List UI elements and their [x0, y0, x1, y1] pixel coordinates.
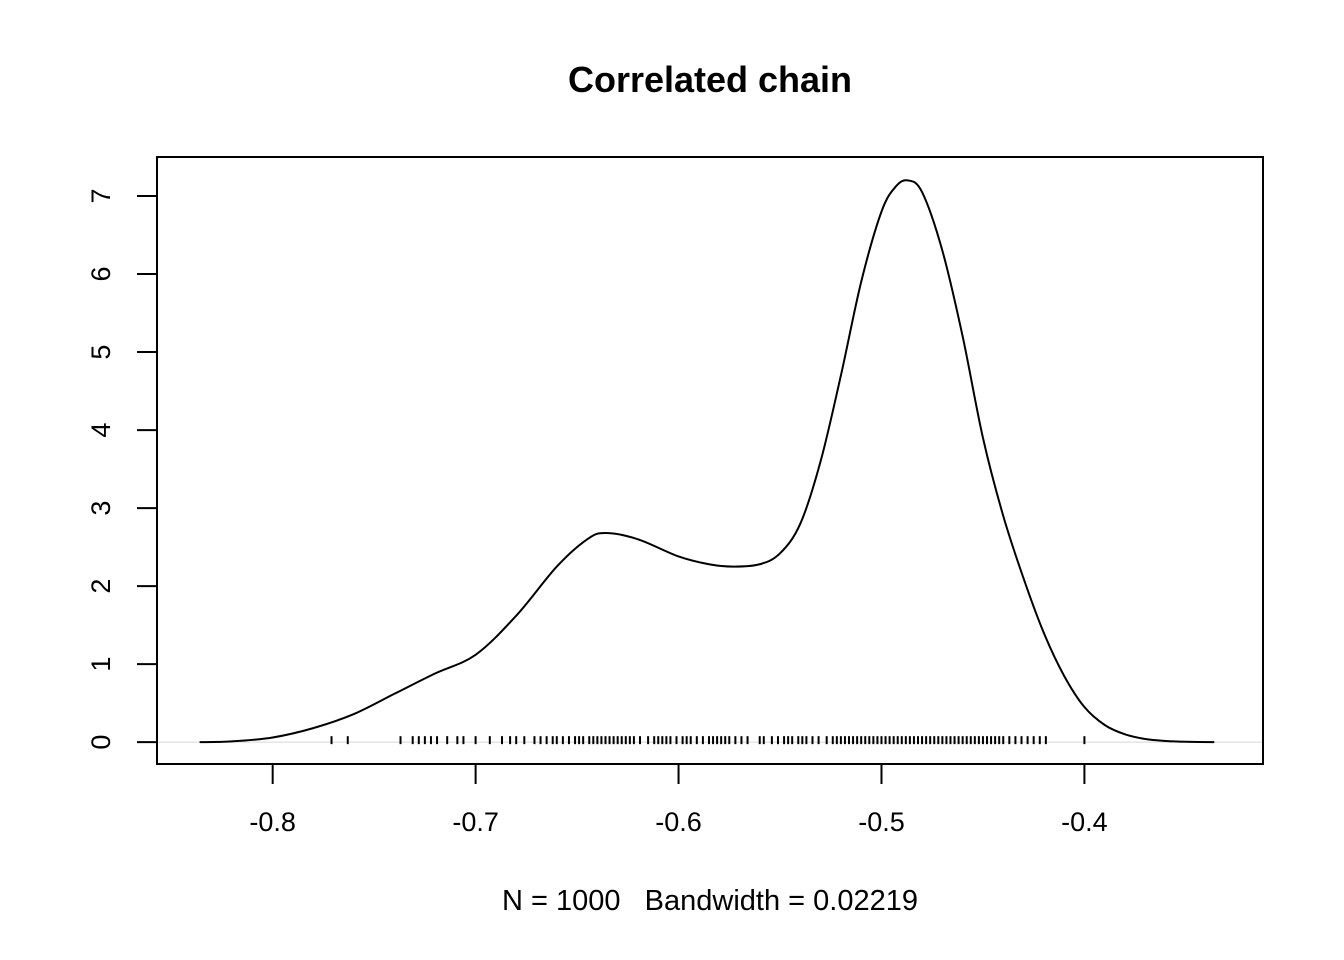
y-tick-label: 5 — [86, 345, 116, 360]
y-axis: 0 1 2 3 4 5 6 7 — [86, 188, 158, 750]
x-tick-label: -0.4 — [1061, 807, 1108, 837]
x-tick-label: -0.5 — [858, 807, 905, 837]
y-tick-label: 6 — [86, 267, 116, 282]
x-axis-label: N = 1000 Bandwidth = 0.02219 — [502, 885, 918, 917]
y-tick-label: 4 — [86, 423, 116, 438]
plot-frame — [156, 156, 1264, 765]
density-curve — [199, 179, 1215, 744]
y-tick-label: 0 — [86, 735, 116, 750]
rug-marks — [330, 736, 1086, 745]
x-tick-label: -0.6 — [655, 807, 702, 837]
x-tick-label: -0.8 — [249, 807, 296, 837]
y-tick-label: 3 — [86, 501, 116, 516]
y-tick-label: 7 — [86, 188, 116, 203]
x-tick-label: -0.7 — [452, 807, 499, 837]
y-tick-label: 1 — [86, 657, 116, 672]
y-tick-label: 2 — [86, 579, 116, 594]
chart-title: Correlated chain — [568, 59, 852, 100]
x-axis: -0.8 -0.7 -0.6 -0.5 -0.4 — [249, 763, 1108, 837]
